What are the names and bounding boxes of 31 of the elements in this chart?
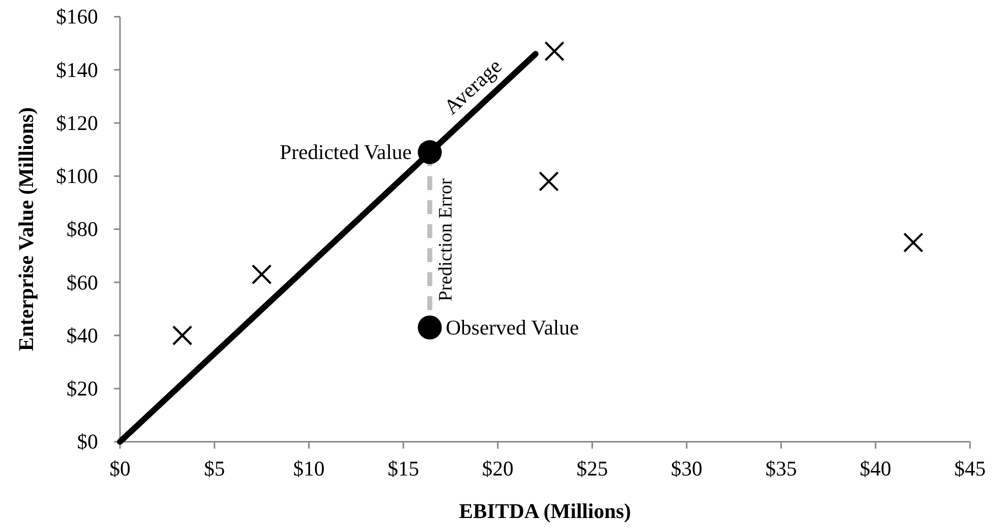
x-tick-label: $20 (482, 456, 514, 481)
x-tick-label: $35 (765, 456, 797, 481)
x-tick-label: $40 (860, 456, 892, 481)
y-axis-title: Enterprise Value (Millions) (14, 107, 38, 352)
y-tick-label: $120 (56, 110, 98, 135)
x-tick-label: $0 (110, 456, 130, 481)
series-label: Observed Value (446, 315, 579, 340)
x-tick-label: $25 (576, 456, 608, 481)
y-tick-label: $140 (56, 58, 98, 82)
point (418, 315, 442, 340)
y-tick-label: $80 (66, 217, 98, 242)
point (418, 140, 442, 164)
x-tick-label: $10 (293, 456, 325, 481)
y-tick-label: $40 (66, 323, 98, 348)
x-tick-label: $15 (388, 456, 420, 481)
x-tick-label: $5 (204, 456, 225, 481)
y-tick-label: $160 (56, 4, 98, 29)
y-tick-label: $60 (66, 270, 98, 294)
point (903, 232, 924, 253)
series-label: Predicted Value (280, 140, 412, 164)
point (252, 264, 272, 284)
x-axis-title: EBITDA (Millions) (458, 499, 632, 523)
text: Prediction Error (435, 178, 456, 302)
y-tick-label: $20 (66, 376, 98, 401)
y-tick-label: $100 (56, 164, 98, 188)
y-tick-label: $0 (77, 430, 98, 454)
point (538, 171, 559, 192)
point (544, 41, 565, 62)
point (172, 325, 192, 346)
x-tick-label: $45 (954, 456, 986, 481)
x-tick-label: $30 (670, 456, 702, 481)
